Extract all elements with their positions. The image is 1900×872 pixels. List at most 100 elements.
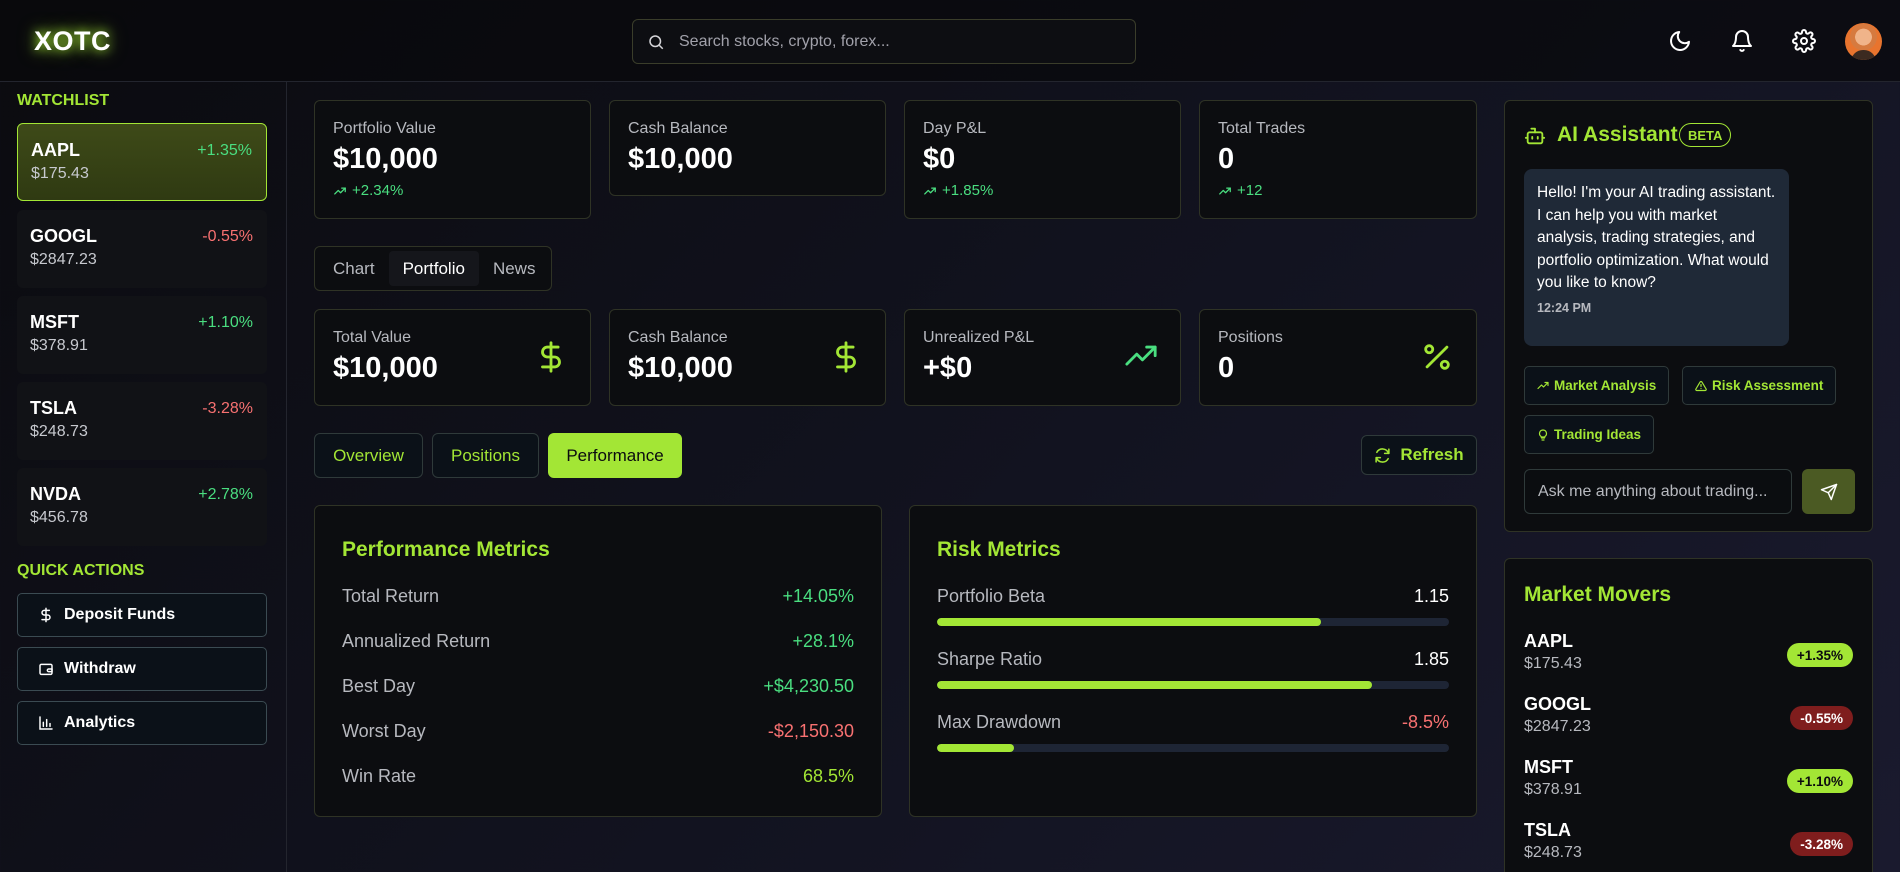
- deposit-funds-button[interactable]: Deposit Funds: [17, 593, 267, 637]
- watchlist-change: +1.10%: [198, 314, 253, 331]
- watchlist-item-tsla[interactable]: TSLA $248.73 -3.28%: [17, 382, 267, 460]
- stat-value: 0: [1218, 143, 1235, 175]
- ai-input[interactable]: [1538, 470, 1788, 513]
- tab-positions[interactable]: Positions: [432, 433, 539, 478]
- metric-label: Win Rate: [342, 766, 417, 786]
- mover-symbol: TSLA: [1524, 820, 1571, 840]
- mover-change-badge: -3.28%: [1790, 832, 1853, 856]
- stat-label: Day P&L: [923, 120, 987, 137]
- watchlist-price: $378.91: [30, 337, 88, 354]
- mover-row-googl[interactable]: GOOGL $2847.23 -0.55%: [1524, 694, 1853, 744]
- withdraw-button[interactable]: Withdraw: [17, 647, 267, 691]
- ai-input-box[interactable]: [1524, 469, 1792, 514]
- user-avatar[interactable]: [1845, 23, 1882, 60]
- refresh-button[interactable]: Refresh: [1361, 435, 1477, 475]
- metric-row-worst-day: Worst Day -$2,150.30: [342, 721, 854, 742]
- mover-change-badge: +1.35%: [1786, 643, 1853, 667]
- mover-price: $248.73: [1524, 844, 1582, 861]
- bell-icon[interactable]: [1730, 29, 1754, 53]
- risk-bar-fill: [937, 681, 1373, 689]
- ai-message-time: 12:24 PM: [1537, 300, 1592, 315]
- risk-bar-portfolio-beta: [937, 618, 1449, 626]
- watchlist-price: $248.73: [30, 423, 88, 440]
- refresh-icon: [1375, 447, 1390, 463]
- chip-market-analysis[interactable]: Market Analysis: [1524, 366, 1670, 405]
- trending-up-icon: [924, 186, 936, 195]
- gear-icon[interactable]: [1792, 29, 1816, 53]
- metric-row-annualized-return: Annualized Return +28.1%: [342, 631, 854, 652]
- watchlist-change: -3.28%: [202, 400, 253, 417]
- tab-performance[interactable]: Performance: [548, 433, 682, 478]
- watchlist-price: $175.43: [31, 165, 89, 182]
- watchlist-title: WATCHLIST: [17, 92, 110, 109]
- watchlist-symbol: TSLA: [30, 398, 77, 418]
- stat-label: Cash Balance: [628, 120, 728, 137]
- trending-up-icon: [1219, 186, 1231, 195]
- risk-metrics-title: Risk Metrics: [937, 538, 1061, 561]
- chip-label: Risk Assessment: [1712, 378, 1824, 393]
- mover-change-badge: -0.55%: [1790, 706, 1853, 730]
- mover-price: $175.43: [1524, 655, 1582, 672]
- watchlist-symbol: GOOGL: [30, 226, 97, 246]
- send-button[interactable]: [1802, 469, 1855, 514]
- send-icon: [1820, 483, 1837, 500]
- risk-bar-fill: [937, 618, 1321, 626]
- risk-bar-fill: [937, 744, 1014, 752]
- chip-label: Trading Ideas: [1554, 427, 1642, 442]
- sidebar: WATCHLIST AAPL $175.43 +1.35% GOOGL $284…: [0, 82, 287, 872]
- risk-row-sharpe-ratio: Sharpe Ratio 1.85: [937, 649, 1449, 670]
- tab-chart[interactable]: Chart: [333, 258, 375, 278]
- chip-label: Market Analysis: [1554, 378, 1657, 393]
- mover-symbol: MSFT: [1524, 757, 1573, 777]
- search-bar[interactable]: [632, 19, 1136, 64]
- stat-label: Unrealized P&L: [923, 329, 1035, 346]
- stat-change: +1.85%: [923, 182, 993, 199]
- trending-up-icon: [1125, 345, 1157, 366]
- metric-value: +28.1%: [792, 631, 854, 651]
- tab-overview[interactable]: Overview: [314, 433, 423, 478]
- mover-row-tsla[interactable]: TSLA $248.73 -3.28%: [1524, 820, 1853, 870]
- search-input[interactable]: [679, 32, 1119, 51]
- main-tabs: Chart Portfolio News: [314, 246, 552, 291]
- metric-value: +14.05%: [782, 586, 854, 606]
- moon-icon[interactable]: [1668, 29, 1692, 53]
- bar-chart-icon: [39, 716, 53, 730]
- chip-trading-ideas[interactable]: Trading Ideas: [1524, 415, 1655, 454]
- tab-news[interactable]: News: [492, 258, 536, 278]
- metric-value: +$4,230.50: [763, 676, 854, 696]
- bot-icon: [1524, 127, 1546, 145]
- stat-value: 0: [1218, 352, 1235, 384]
- withdraw-label: Withdraw: [64, 660, 136, 677]
- metric-row-total-return: Total Return +14.05%: [342, 586, 854, 607]
- risk-value: 1.15: [1413, 586, 1449, 606]
- metric-label: Total Return: [342, 586, 440, 606]
- mover-row-msft[interactable]: MSFT $378.91 +1.10%: [1524, 757, 1853, 807]
- mover-symbol: GOOGL: [1524, 694, 1591, 714]
- watchlist-item-nvda[interactable]: NVDA $456.78 +2.78%: [17, 468, 267, 546]
- risk-bar-max-drawdown: [937, 744, 1449, 752]
- ai-message-bubble: Hello! I'm your AI trading assistant. I …: [1524, 169, 1789, 346]
- top-header: XOTC: [0, 0, 1900, 82]
- refresh-label: Refresh: [1400, 445, 1464, 464]
- watchlist-item-aapl[interactable]: AAPL $175.43 +1.35%: [17, 123, 267, 201]
- watchlist-price: $2847.23: [30, 251, 97, 268]
- ai-assistant-title: AI Assistant: [1557, 123, 1678, 146]
- tab-portfolio[interactable]: Portfolio: [388, 251, 479, 286]
- stat-value: $10,000: [333, 352, 438, 384]
- watchlist-symbol: MSFT: [30, 312, 79, 332]
- mover-price: $378.91: [1524, 781, 1582, 798]
- dollar-icon: [541, 341, 561, 373]
- warning-icon: [1695, 380, 1707, 391]
- watchlist-item-msft[interactable]: MSFT $378.91 +1.10%: [17, 296, 267, 374]
- metric-label: Worst Day: [342, 721, 426, 741]
- risk-label: Sharpe Ratio: [937, 649, 1043, 669]
- chip-risk-assessment[interactable]: Risk Assessment: [1682, 366, 1837, 405]
- risk-value: -8.5%: [1401, 712, 1449, 732]
- mover-row-aapl[interactable]: AAPL $175.43 +1.35%: [1524, 631, 1853, 681]
- stat-label: Total Trades: [1218, 120, 1306, 137]
- analytics-button[interactable]: Analytics: [17, 701, 267, 745]
- watchlist-item-googl[interactable]: GOOGL $2847.23 -0.55%: [17, 210, 267, 288]
- logo[interactable]: XOTC: [34, 26, 112, 56]
- performance-metrics-panel: Performance Metrics Total Return +14.05%…: [314, 505, 882, 817]
- stat-change: +12: [1218, 182, 1262, 199]
